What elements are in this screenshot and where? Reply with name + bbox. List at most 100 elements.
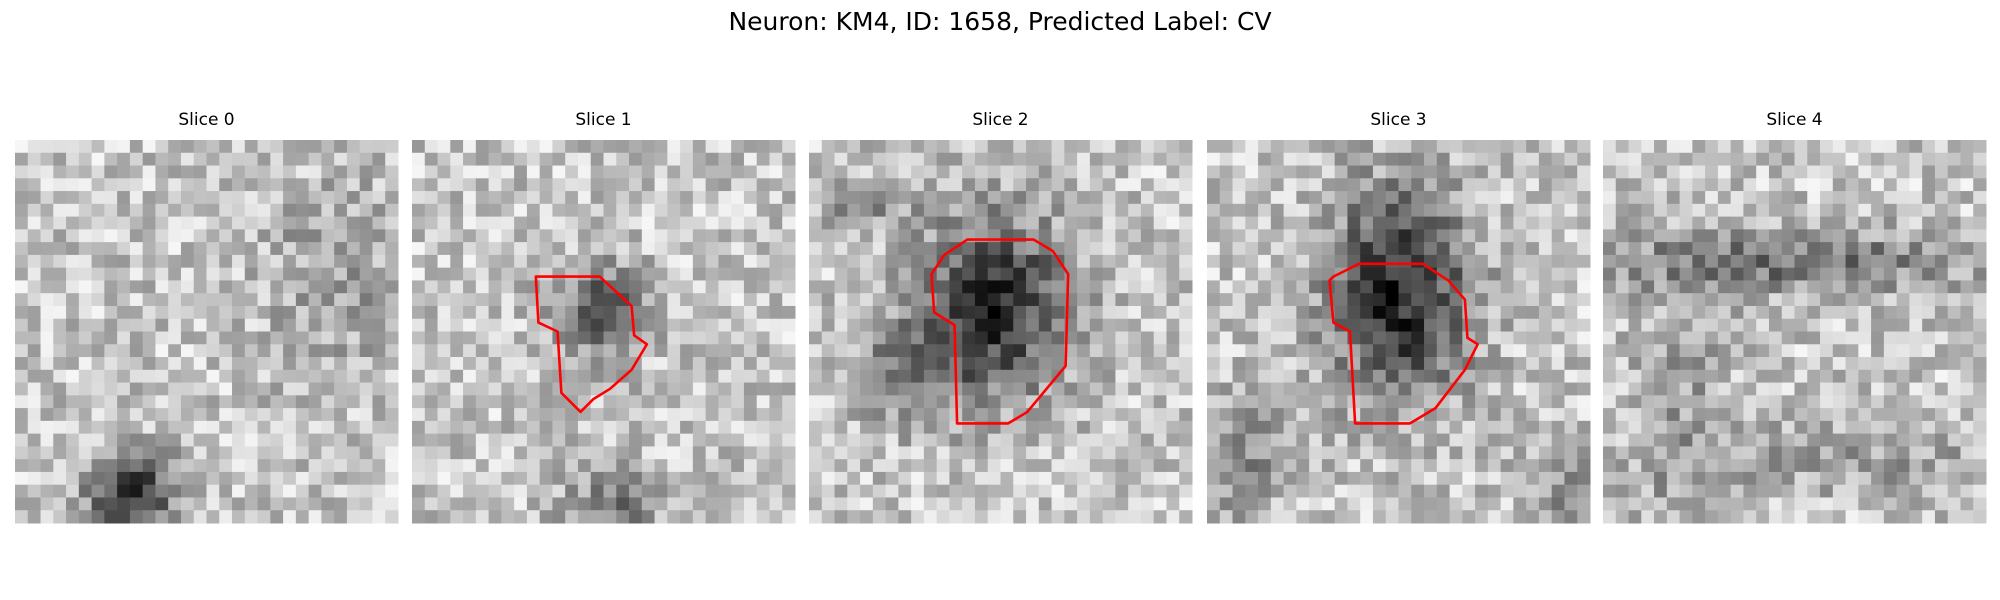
pixel [437,497,451,511]
pixel [885,216,899,230]
pixel [1449,471,1463,486]
pixel [1038,471,1053,486]
pixel [117,357,131,371]
pixel [283,420,297,435]
pixel [206,510,220,524]
pixel [809,331,823,345]
pixel [168,484,182,498]
pixel [1219,293,1234,307]
pixel [117,152,131,167]
pixel [1641,165,1655,179]
pixel [168,216,182,230]
pixel [1564,471,1578,486]
pixel [1077,344,1091,358]
pixel [1487,433,1502,447]
pixel [936,254,950,269]
pixel [40,344,54,358]
pixel [104,331,118,345]
pixel [1398,318,1412,332]
pixel [1820,510,1834,524]
pixel [1807,369,1821,384]
pixel [911,459,925,473]
pixel [359,357,373,371]
pixel [1064,191,1078,205]
pixel [1947,420,1961,435]
pixel [603,408,617,422]
pixel [667,165,681,179]
pixel [359,165,373,179]
pixel [1679,497,1693,511]
pixel [514,459,528,473]
pixel [1077,446,1091,460]
pixel [1564,446,1578,460]
pixel [334,318,348,332]
pixel [1179,165,1193,179]
pixel [1807,242,1821,256]
pixel [1705,433,1719,447]
pixel [1896,497,1910,511]
pixel [705,344,719,358]
pixel [565,216,579,230]
pixel [1871,344,1885,358]
pixel [1372,267,1387,281]
pixel [1372,344,1387,358]
pixel [821,140,836,154]
pixel [756,344,770,358]
pixel [1487,344,1502,358]
pixel [1089,140,1104,154]
pixel [1526,369,1540,384]
pixel [872,459,887,473]
pixel [743,140,758,154]
pixel [40,178,54,192]
pixel [1973,382,1987,396]
pixel [1038,510,1053,524]
pixel [936,203,950,218]
pixel [1207,433,1221,447]
pixel [1807,191,1821,205]
pixel [769,331,783,345]
pixel [539,484,553,498]
pixel [1179,357,1193,371]
pixel [1475,344,1489,358]
pixel [654,267,668,281]
pixel [577,510,592,524]
pixel [1768,471,1783,486]
pixel [1500,357,1514,371]
pixel [756,191,770,205]
pixel [1258,433,1272,447]
pixel [1000,484,1014,498]
pixel [1973,357,1987,371]
pixel [718,369,732,384]
pixel [872,318,887,332]
pixel [308,344,322,358]
pixel [1820,229,1834,243]
pixel [705,242,719,256]
pixel [91,408,105,422]
pixel [1102,229,1116,243]
pixel [424,344,439,358]
pixel [1000,446,1014,460]
pixel [667,344,681,358]
pixel [40,484,54,498]
pixel [1411,305,1425,320]
pixel [1475,293,1489,307]
pixel [949,254,963,269]
pixel [1347,497,1361,511]
pixel [1207,420,1221,435]
pixel [1794,305,1808,320]
pixel [898,305,912,320]
pixel [949,140,963,154]
pixel [821,178,836,192]
pixel [1513,280,1527,294]
pixel [731,178,745,192]
pixel [15,254,29,269]
pixel [501,510,515,524]
pixel [385,408,399,422]
pixel [1934,254,1949,269]
pixel [692,280,707,294]
panel: Slice 2 [809,110,1193,524]
pixel [809,140,823,154]
pixel [463,331,477,345]
pixel [577,280,592,294]
pixel [1743,216,1757,230]
